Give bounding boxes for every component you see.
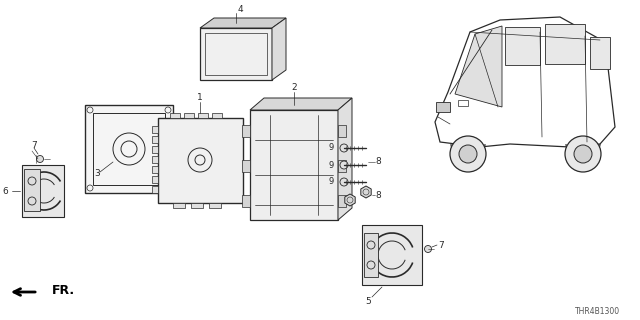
Bar — [184, 113, 194, 118]
Polygon shape — [250, 110, 338, 220]
Text: FR.: FR. — [52, 284, 75, 298]
Polygon shape — [200, 28, 272, 80]
Bar — [458, 100, 468, 106]
Text: 8: 8 — [375, 157, 381, 166]
Text: 2: 2 — [291, 84, 297, 92]
Text: 4: 4 — [237, 4, 243, 13]
Circle shape — [574, 145, 592, 163]
Polygon shape — [272, 18, 286, 80]
Bar — [170, 113, 180, 118]
Polygon shape — [435, 17, 615, 147]
Polygon shape — [362, 225, 422, 285]
Polygon shape — [338, 98, 352, 220]
Polygon shape — [455, 26, 502, 107]
Bar — [505, 27, 540, 65]
Text: 8: 8 — [375, 190, 381, 199]
Text: 9: 9 — [329, 178, 334, 187]
Text: 9: 9 — [329, 161, 334, 170]
Bar — [152, 126, 158, 133]
Circle shape — [340, 161, 348, 169]
Polygon shape — [22, 165, 64, 217]
Bar — [545, 24, 585, 64]
Circle shape — [450, 136, 486, 172]
Text: 9: 9 — [329, 143, 334, 153]
Circle shape — [424, 245, 431, 252]
Bar — [152, 166, 158, 173]
Bar — [338, 125, 346, 137]
Text: 7: 7 — [438, 241, 444, 250]
Polygon shape — [85, 105, 173, 193]
Bar — [590, 37, 610, 69]
Bar — [152, 186, 158, 193]
Polygon shape — [250, 98, 352, 110]
Bar — [152, 176, 158, 183]
Bar — [242, 125, 250, 137]
Circle shape — [36, 156, 44, 163]
Bar — [152, 156, 158, 163]
Text: THR4B1300: THR4B1300 — [575, 308, 620, 316]
Circle shape — [565, 136, 601, 172]
Bar — [436, 102, 450, 112]
Bar — [173, 203, 185, 208]
Text: 3: 3 — [94, 170, 100, 179]
Text: 6: 6 — [3, 187, 8, 196]
Bar — [364, 233, 378, 277]
Bar — [209, 203, 221, 208]
Bar — [242, 160, 250, 172]
Polygon shape — [345, 194, 355, 206]
Bar — [338, 195, 346, 207]
Circle shape — [340, 178, 348, 186]
Circle shape — [340, 144, 348, 152]
Bar — [242, 195, 250, 207]
Circle shape — [459, 145, 477, 163]
Bar — [24, 169, 40, 211]
Bar — [152, 146, 158, 153]
Polygon shape — [158, 118, 243, 203]
Text: 1: 1 — [197, 93, 203, 102]
Bar — [191, 203, 203, 208]
Polygon shape — [200, 18, 286, 28]
Polygon shape — [361, 186, 371, 198]
Bar — [212, 113, 222, 118]
Text: 5: 5 — [365, 297, 371, 306]
Text: 7: 7 — [31, 140, 37, 149]
Bar — [152, 136, 158, 143]
Bar — [198, 113, 208, 118]
Bar — [338, 160, 346, 172]
